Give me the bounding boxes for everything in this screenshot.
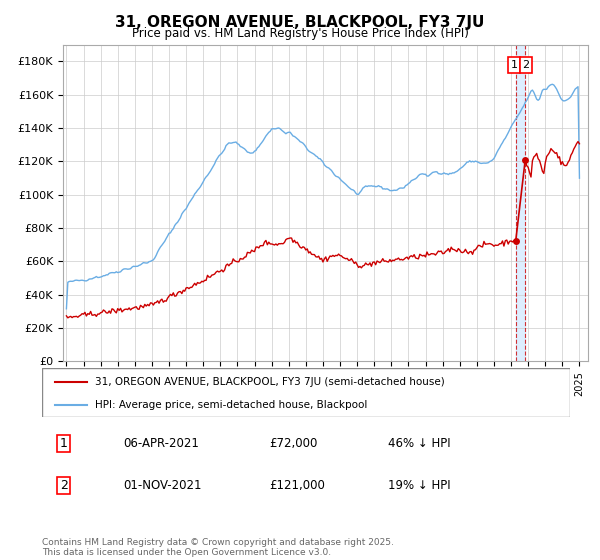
Text: 1: 1: [511, 60, 517, 70]
Text: 06-APR-2021: 06-APR-2021: [123, 437, 199, 450]
Text: Price paid vs. HM Land Registry's House Price Index (HPI): Price paid vs. HM Land Registry's House …: [131, 27, 469, 40]
Text: 31, OREGON AVENUE, BLACKPOOL, FY3 7JU: 31, OREGON AVENUE, BLACKPOOL, FY3 7JU: [115, 15, 485, 30]
FancyBboxPatch shape: [42, 368, 570, 417]
Text: 01-NOV-2021: 01-NOV-2021: [123, 479, 202, 492]
Text: 2: 2: [523, 60, 529, 70]
Text: 2: 2: [59, 479, 68, 492]
Text: £121,000: £121,000: [269, 479, 325, 492]
Text: £72,000: £72,000: [269, 437, 317, 450]
Text: HPI: Average price, semi-detached house, Blackpool: HPI: Average price, semi-detached house,…: [95, 400, 367, 410]
Bar: [515, 45, 525, 361]
Text: 31, OREGON AVENUE, BLACKPOOL, FY3 7JU (semi-detached house): 31, OREGON AVENUE, BLACKPOOL, FY3 7JU (s…: [95, 377, 445, 387]
Text: Contains HM Land Registry data © Crown copyright and database right 2025.
This d: Contains HM Land Registry data © Crown c…: [42, 538, 394, 557]
Text: 1: 1: [59, 437, 68, 450]
Text: 19% ↓ HPI: 19% ↓ HPI: [388, 479, 450, 492]
Text: 46% ↓ HPI: 46% ↓ HPI: [388, 437, 450, 450]
